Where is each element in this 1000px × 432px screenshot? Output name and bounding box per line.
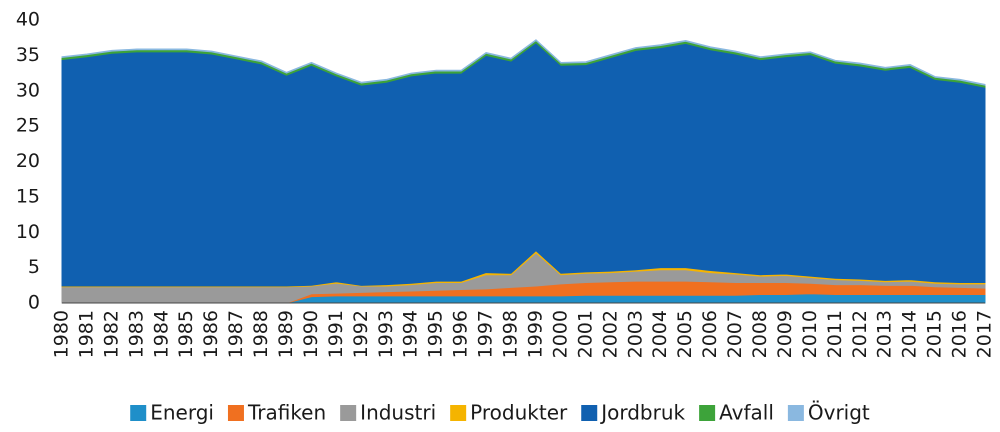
area [61,39,986,86]
x-tick-label: 2009 [774,310,796,358]
x-tick-label: 1986 [200,310,222,358]
x-tick-label: 1981 [75,310,97,358]
x-tick-label: 2006 [699,310,721,358]
legend-swatch [699,405,716,421]
y-tick-label: 30 [16,79,40,101]
x-tick-label: 1987 [225,310,247,358]
x-tick-label: 1993 [375,310,397,358]
y-tick-label: 10 [16,221,40,243]
x-tick-label: 1998 [500,310,522,358]
x-tick-label: 1989 [275,310,297,358]
area [61,41,986,287]
legend-swatch [227,405,244,421]
x-tick-label: 2007 [724,310,746,358]
x-tick-label: 2017 [974,310,996,358]
x-tick-label: 1992 [350,310,372,358]
x-tick-label: 2001 [574,310,596,358]
x-tick-label: 2000 [549,310,571,358]
x-tick-label: 2015 [924,310,946,358]
legend-swatch [450,405,467,421]
x-tick-label: 1982 [100,310,122,358]
x-tick-label: 2016 [949,310,971,358]
x-tick-label: 2012 [849,310,871,358]
x-tick-label: 1988 [250,310,272,358]
legend-label: Industri [360,401,436,425]
x-tick-label: 2004 [649,310,671,358]
x-tick-label: 1999 [524,310,546,358]
x-tick-label: 1991 [325,310,347,358]
x-tick-label: 1996 [450,310,472,358]
x-tick-label: 2011 [824,310,846,358]
y-tick-label: 0 [28,292,40,314]
x-tick-label: 2014 [899,310,921,358]
x-tick-label: 2003 [624,310,646,358]
y-tick-label: 5 [28,256,40,278]
x-tick-label: 1984 [150,310,172,358]
y-tick-label: 35 [16,44,40,66]
legend-label: Jordbruk [599,401,685,425]
legend: Energi Trafiken Industri Produkter Jordbruk A… [130,401,870,425]
legend-swatch [787,405,804,421]
x-tick-label: 2005 [674,310,696,358]
legend-label: Övrigt [808,401,870,425]
x-tick-label: 1980 [51,310,73,358]
x-tick-label: 1985 [175,310,197,358]
x-tick-label: 2008 [749,310,771,358]
legend-label: Energi [150,401,214,425]
y-tick-label: 20 [16,150,40,172]
y-tick-label: 40 [16,9,40,31]
x-tick-label: 1994 [400,310,422,358]
y-tick-label: 25 [16,115,40,137]
x-tick-label: 1997 [475,310,497,358]
legend-swatch [340,405,357,421]
legend-label: Produkter [470,401,568,425]
x-tick-label: 2010 [799,310,821,358]
x-tick-label: 2002 [599,310,621,358]
legend-swatch [581,405,598,421]
legend-label: Trafiken [247,401,326,425]
x-tick-label: 2013 [874,310,896,358]
x-tick-label: 1995 [425,310,447,358]
x-tick-label: 1983 [125,310,147,358]
legend-swatch [130,405,147,421]
x-tick-label: 1990 [300,310,322,358]
legend-label: Avfall [719,401,774,425]
y-tick-label: 15 [16,185,40,207]
